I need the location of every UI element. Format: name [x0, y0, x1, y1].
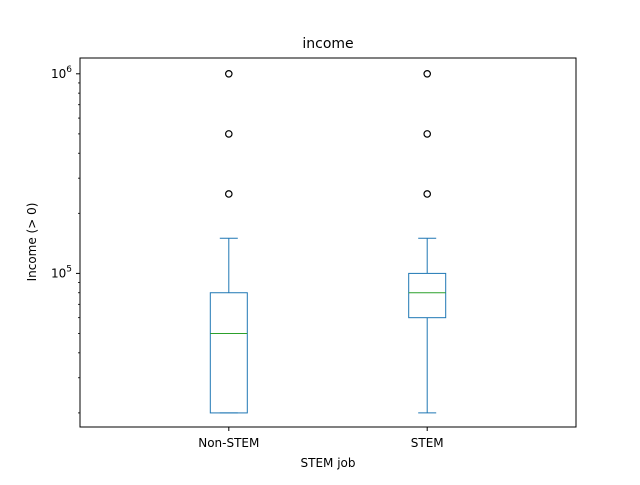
plot-area: [209, 70, 447, 414]
x-tick-label-1: STEM: [411, 436, 444, 450]
outlier-point: [225, 130, 233, 138]
outlier-point: [423, 190, 432, 198]
x-tick-label-0: Non-STEM: [198, 436, 259, 450]
iqr-box: [408, 272, 447, 319]
outlier-point: [225, 70, 233, 78]
outlier-point: [225, 190, 233, 198]
y-tick-label-0: 105: [51, 264, 72, 280]
chart-title: income: [302, 36, 353, 52]
axes-frame: [79, 57, 577, 428]
y-tick-label-1: 106: [51, 65, 72, 81]
y-axis-label: Income (> 0): [25, 203, 39, 282]
outlier-point: [423, 130, 432, 138]
outlier-point: [423, 70, 432, 78]
x-axis-label: STEM job: [301, 456, 356, 470]
iqr-box: [209, 292, 248, 414]
box-group-1: [408, 70, 447, 414]
box-group-0: [209, 70, 248, 414]
